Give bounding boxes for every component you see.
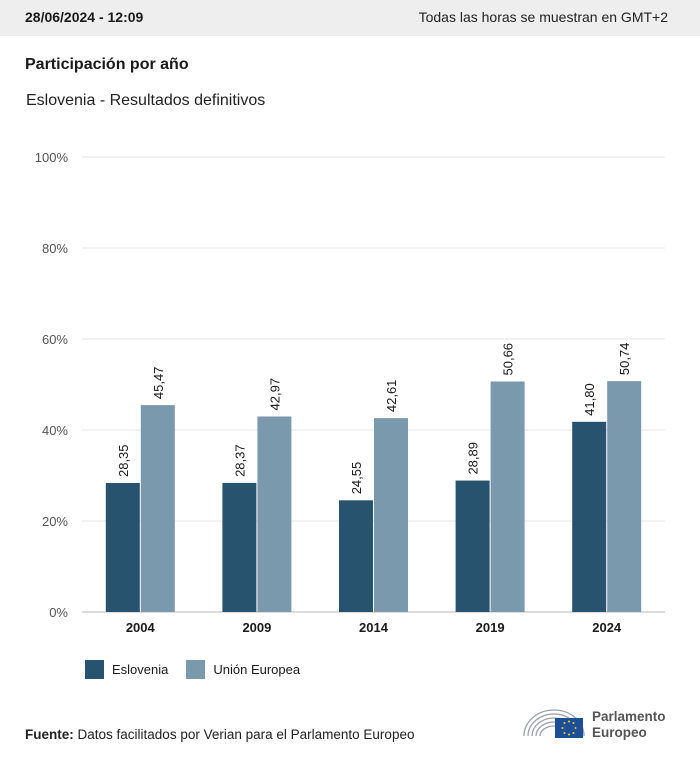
bar — [140, 405, 175, 612]
legend-swatch-union-europea — [186, 660, 206, 679]
x-tick-label: 2014 — [359, 620, 389, 635]
data-label: 45,47 — [151, 367, 166, 400]
data-label: 42,97 — [267, 378, 282, 411]
x-tick-label: 2004 — [126, 620, 156, 635]
bar — [572, 421, 607, 612]
legend-label-eslovenia: Eslovenia — [112, 662, 169, 677]
logo-text-line1: Parlamento — [592, 709, 666, 724]
data-label: 28,89 — [466, 442, 481, 475]
y-tick-label: 100% — [35, 150, 69, 165]
timezone-note: Todas las horas se muestran en GMT+2 — [418, 9, 668, 25]
bar — [374, 418, 408, 612]
bar — [222, 482, 257, 612]
bar-chart: 0% 20% 40% 60% 80% 100% 28,35 45,47 2004 28,37 42,… — [35, 150, 665, 635]
source-text: Datos facilitados por Verian para el Par… — [77, 727, 415, 742]
chart-title: Participación por año — [25, 56, 189, 73]
chart-subtitle: Eslovenia - Resultados definitivos — [26, 92, 266, 109]
x-tick-label: 2009 — [242, 620, 271, 635]
data-label: 41,80 — [582, 383, 597, 416]
data-label: 50,66 — [501, 343, 516, 376]
legend-item-union-europea: Unión Europea — [186, 660, 300, 679]
hemicycle-eu-flag-icon — [523, 709, 585, 738]
update-datetime: 28/06/2024 - 12:09 — [25, 9, 144, 25]
legend-swatch-eslovenia — [85, 660, 104, 679]
bar — [257, 416, 292, 612]
top-bar: 28/06/2024 - 12:09 Todas las horas se mu… — [0, 0, 700, 36]
data-label: 28,37 — [232, 444, 247, 477]
y-tick-label: 0% — [49, 605, 68, 620]
legend-label-union-europea: Unión Europea — [213, 662, 301, 677]
x-tick-label: 2024 — [592, 620, 622, 635]
bar — [105, 483, 140, 612]
bar — [339, 500, 373, 612]
x-tick-label: 2019 — [476, 620, 505, 635]
bar — [490, 381, 525, 612]
chart-legend: Eslovenia Unión Europea — [85, 660, 318, 679]
logo-text: Parlamento Europeo — [592, 709, 666, 741]
logo-text-line2: Europeo — [592, 725, 647, 740]
bar — [607, 381, 642, 612]
source-note: Fuente: Datos facilitados por Verian par… — [25, 727, 414, 742]
y-tick-label: 60% — [42, 332, 68, 347]
y-tick-label: 40% — [42, 423, 68, 438]
source-label: Fuente: — [25, 727, 74, 742]
parliament-logo: Parlamento Europeo — [520, 700, 680, 742]
legend-item-eslovenia: Eslovenia — [85, 660, 168, 679]
bar — [455, 480, 490, 612]
y-tick-label: 20% — [42, 514, 68, 529]
y-tick-label: 80% — [42, 241, 68, 256]
data-label: 24,55 — [349, 462, 364, 495]
data-label: 28,35 — [116, 444, 131, 477]
data-label: 42,61 — [384, 380, 399, 413]
data-label: 50,74 — [617, 343, 632, 376]
